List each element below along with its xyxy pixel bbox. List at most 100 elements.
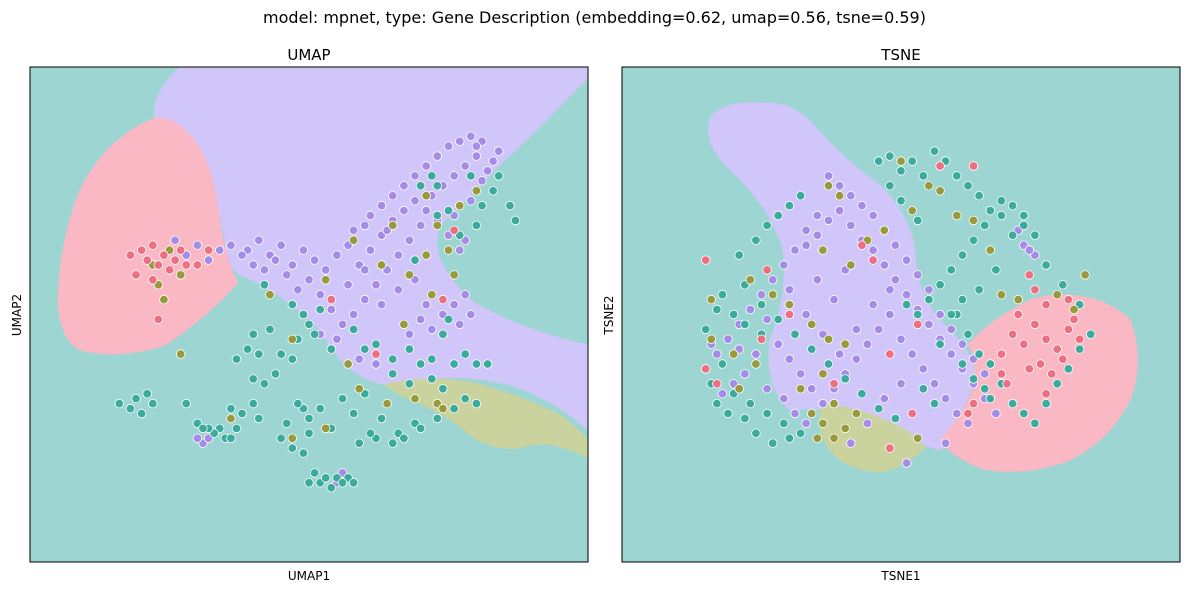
- umap-point-purple: [410, 195, 420, 206]
- umap-point-olive: [354, 384, 364, 394]
- umap-point-teal: [371, 339, 381, 349]
- tsne-point-purple: [834, 205, 845, 216]
- tsne-point-teal: [1007, 230, 1018, 241]
- tsne-point-pink: [1074, 334, 1085, 345]
- tsne-point-purple: [712, 349, 722, 359]
- tsne-ylabel: TSNE2: [602, 295, 616, 335]
- tsne-point-olive: [879, 225, 890, 236]
- umap-point-olive: [427, 290, 437, 300]
- tsne-point-purple: [901, 458, 912, 468]
- umap-point-teal: [304, 428, 314, 439]
- umap-point-teal: [315, 304, 325, 315]
- umap-point-teal: [348, 324, 359, 335]
- tsne-point-teal: [1030, 418, 1040, 429]
- tsne-point-teal: [980, 220, 990, 231]
- tsne-point-pink: [963, 408, 973, 419]
- tsne-point-teal: [762, 220, 772, 231]
- tsne-point-olive: [913, 433, 923, 444]
- tsne-point-olive: [823, 181, 834, 191]
- umap-point-teal: [226, 433, 236, 444]
- umap-point-purple: [466, 131, 476, 142]
- tsne-point-olive: [795, 384, 806, 394]
- tsne-point-purple: [896, 379, 906, 389]
- umap-point-olive: [348, 235, 359, 246]
- tsne-point-teal: [985, 205, 996, 216]
- tsne-point-teal: [935, 280, 945, 290]
- tsne-point-purple: [929, 379, 940, 389]
- tsne-point-purple: [846, 220, 856, 231]
- tsne-point-olive: [807, 319, 817, 330]
- tsne-point-teal: [723, 408, 733, 419]
- tsne-point-pink: [885, 443, 895, 453]
- tsne-point-teal: [918, 171, 929, 181]
- umap-point-teal: [231, 423, 242, 434]
- umap-point-purple: [376, 299, 387, 310]
- umap-point-teal: [354, 438, 364, 448]
- tsne-point-teal: [957, 250, 968, 260]
- umap-point-olive: [455, 200, 465, 211]
- tsne-point-teal: [896, 195, 906, 206]
- umap-point-purple: [276, 240, 286, 250]
- tsne-point-pink: [1007, 329, 1018, 340]
- tsne-point-purple: [801, 225, 811, 236]
- tsne-point-olive: [924, 181, 934, 191]
- umap-point-purple: [443, 141, 454, 151]
- tsne-point-olive: [985, 245, 996, 255]
- tsne-point-teal: [1019, 220, 1029, 231]
- umap-point-teal: [315, 403, 325, 414]
- tsne-point-olive: [851, 408, 862, 419]
- tsne-point-pink: [1069, 314, 1079, 325]
- umap-point-olive: [449, 270, 459, 280]
- umap-point-pink: [148, 275, 158, 285]
- tsne-point-teal: [1019, 408, 1029, 419]
- tsne-point-olive: [745, 275, 756, 285]
- tsne-point-teal: [1074, 344, 1085, 354]
- tsne-point-purple: [890, 240, 901, 250]
- tsne-point-teal: [745, 398, 756, 409]
- tsne-point-olive: [935, 186, 945, 196]
- tsne-point-teal: [885, 151, 895, 161]
- umap-point-purple: [449, 299, 459, 310]
- tsne-point-teal: [751, 235, 761, 246]
- umap-point-teal: [248, 398, 258, 409]
- umap-point-purple: [432, 151, 443, 161]
- tsne-point-purple: [901, 290, 912, 300]
- tsne-point-purple: [834, 349, 845, 359]
- tsne-point-teal: [996, 195, 1007, 206]
- umap-point-purple: [449, 171, 459, 181]
- tsne-point-purple: [801, 309, 811, 320]
- umap-point-purple: [298, 245, 309, 255]
- umap-point-purple: [192, 433, 203, 444]
- tsne-point-teal: [874, 403, 884, 414]
- umap-point-pink: [192, 260, 203, 270]
- tsne-point-teal: [929, 146, 940, 156]
- tsne-point-pink: [1030, 319, 1040, 330]
- tsne-point-teal: [974, 285, 984, 295]
- umap-point-olive: [382, 398, 392, 409]
- umap-point-purple: [421, 205, 431, 216]
- tsne-xlabel: TSNE1: [880, 569, 920, 583]
- tsne-point-teal: [913, 215, 923, 226]
- umap-point-purple: [360, 265, 370, 275]
- tsne-point-teal: [1019, 210, 1029, 221]
- tsne-point-purple: [745, 304, 756, 315]
- umap-point-pink: [371, 349, 381, 359]
- tsne-point-teal: [985, 393, 996, 404]
- tsne-point-olive: [896, 156, 906, 166]
- umap-region-olive: [383, 378, 588, 459]
- umap-point-purple: [354, 354, 364, 364]
- umap-point-olive: [226, 413, 236, 424]
- tsne-point-purple: [795, 369, 806, 379]
- tsne-point-olive: [1069, 304, 1079, 315]
- figure-suptitle: model: mpnet, type: Gene Description (em…: [263, 8, 926, 27]
- umap-point-teal: [388, 369, 398, 379]
- umap-point-olive: [399, 319, 409, 330]
- umap-point-purple: [315, 290, 325, 300]
- tsne-point-teal: [985, 359, 996, 369]
- tsne-point-purple: [980, 369, 990, 379]
- tsne-point-pink: [762, 265, 772, 275]
- tsne-point-teal: [968, 235, 979, 246]
- umap-point-purple: [348, 225, 359, 236]
- umap-points: [114, 131, 521, 493]
